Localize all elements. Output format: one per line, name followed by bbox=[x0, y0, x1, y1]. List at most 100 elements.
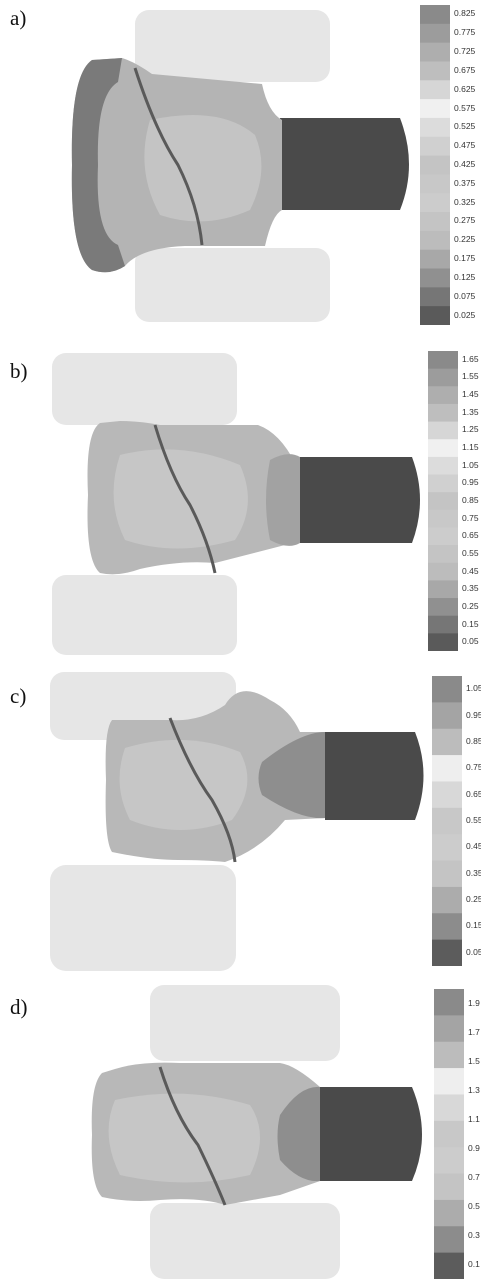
legend-swatch bbox=[432, 886, 462, 914]
legend-swatch bbox=[434, 1252, 464, 1279]
lower-die bbox=[150, 1203, 340, 1279]
panel-c-legend bbox=[432, 676, 462, 966]
legend-swatch bbox=[428, 562, 458, 582]
legend-tick-label: 0.15 bbox=[462, 618, 479, 629]
workpiece-inner-zone bbox=[144, 115, 262, 222]
legend-tick-label: 0.725 bbox=[454, 46, 476, 57]
legend-tick-label: 1.7 bbox=[468, 1026, 480, 1037]
legend-tick-label: 0.575 bbox=[454, 102, 476, 113]
legend-swatch bbox=[428, 456, 458, 476]
legend-swatch bbox=[434, 1068, 464, 1096]
legend-tick-label: 0.075 bbox=[454, 290, 476, 301]
panel-a-label: a) bbox=[10, 6, 27, 30]
panel-b-legend bbox=[428, 351, 458, 651]
legend-tick-label: 0.425 bbox=[454, 159, 476, 169]
legend-tick-label: 1.5 bbox=[468, 1055, 480, 1066]
legend-swatch bbox=[428, 527, 458, 546]
legend-swatch bbox=[432, 755, 462, 783]
legend-tick-label: 0.55 bbox=[466, 815, 481, 825]
lower-die bbox=[50, 865, 236, 971]
legend-tick-label: 0.95 bbox=[466, 709, 481, 720]
legend-tick-label: 1.45 bbox=[462, 389, 479, 400]
panel-a-legend bbox=[420, 5, 450, 325]
legend-swatch bbox=[432, 781, 462, 809]
legend-tick-label: 0.35 bbox=[462, 583, 479, 594]
legend-tick-label: 1.25 bbox=[462, 424, 479, 435]
legend-swatch bbox=[420, 174, 450, 194]
legend-tick-label: 0.85 bbox=[462, 495, 479, 505]
legend-swatch bbox=[420, 193, 450, 213]
legend-swatch bbox=[428, 386, 458, 405]
seam-line bbox=[153, 424, 217, 574]
legend-tick-label: 1.55 bbox=[462, 371, 479, 382]
legend-swatch bbox=[420, 136, 450, 157]
legend-tick-label: 0.025 bbox=[454, 309, 476, 320]
upper-die bbox=[52, 353, 237, 425]
legend-swatch bbox=[428, 439, 458, 458]
legend-tick-label: 0.3 bbox=[468, 1229, 480, 1240]
legend-swatch bbox=[432, 728, 462, 756]
legend-swatch bbox=[428, 509, 458, 529]
lower-die bbox=[135, 248, 330, 322]
legend-swatch bbox=[434, 1226, 464, 1254]
legend-tick-label: 1.3 bbox=[468, 1084, 480, 1095]
legend-swatch bbox=[420, 306, 450, 325]
legend-tick-label: 0.65 bbox=[462, 530, 479, 541]
legend-swatch bbox=[432, 939, 462, 966]
legend-swatch bbox=[428, 598, 458, 617]
legend-swatch bbox=[428, 492, 458, 511]
legend-swatch bbox=[428, 368, 458, 387]
legend-tick-label: 0.25 bbox=[462, 600, 479, 611]
legend-swatch bbox=[432, 702, 462, 730]
legend-swatch bbox=[420, 61, 450, 81]
legend-tick-label: 0.175 bbox=[454, 253, 476, 264]
legend-tick-label: 0.75 bbox=[466, 762, 481, 773]
legend-tick-label: 0.375 bbox=[454, 177, 476, 188]
legend-swatch bbox=[428, 545, 458, 564]
legend-swatch bbox=[420, 42, 450, 63]
legend-tick-label: 0.55 bbox=[462, 547, 479, 558]
legend-tick-label: 0.7 bbox=[468, 1171, 480, 1182]
legend-swatch bbox=[420, 230, 450, 251]
panel-d: d) 1.9 1.7 1.5 1.3 1.1 0.9 0.7 0.5 0.3 0.1 bbox=[0, 985, 481, 1281]
legend-swatch bbox=[428, 403, 458, 423]
legend-tick-label: 0.675 bbox=[454, 64, 476, 75]
legend-swatch bbox=[434, 1041, 464, 1069]
legend-tick-label: 0.525 bbox=[454, 121, 476, 132]
legend-tick-label: 0.225 bbox=[454, 234, 476, 245]
legend-tick-label: 0.25 bbox=[466, 894, 481, 905]
legend-tick-label: 1.9 bbox=[468, 997, 480, 1008]
panel-b-label: b) bbox=[10, 359, 28, 383]
legend-swatch bbox=[420, 99, 450, 119]
pin bbox=[325, 732, 424, 820]
legend-swatch bbox=[420, 249, 450, 270]
legend-swatch bbox=[420, 5, 450, 25]
legend-swatch bbox=[428, 615, 458, 634]
legend-swatch bbox=[420, 80, 450, 100]
legend-swatch bbox=[420, 155, 450, 176]
legend-tick-label: 1.1 bbox=[468, 1113, 480, 1124]
legend-tick-label: 0.825 bbox=[454, 8, 476, 19]
legend-tick-label: 0.1 bbox=[468, 1258, 480, 1269]
legend-swatch bbox=[434, 989, 464, 1016]
legend-tick-label: 0.05 bbox=[466, 946, 481, 957]
legend-swatch bbox=[420, 23, 450, 44]
workpiece-inner-zone bbox=[113, 449, 248, 549]
legend-swatch bbox=[428, 580, 458, 599]
legend-swatch bbox=[428, 421, 458, 440]
panel-b-simulation bbox=[52, 353, 420, 655]
seam-line bbox=[168, 717, 237, 863]
legend-tick-label: 1.35 bbox=[462, 406, 479, 417]
legend-tick-label: 0.475 bbox=[454, 140, 476, 151]
legend-swatch bbox=[432, 676, 462, 703]
panel-c-label: c) bbox=[10, 684, 27, 708]
legend-tick-label: 0.775 bbox=[454, 27, 476, 38]
panel-a: a) 0.825 0.775 0.725 0.675 0.625 0.575 0.525 0.… bbox=[0, 0, 481, 330]
legend-tick-label: 0.05 bbox=[462, 636, 479, 647]
upper-die bbox=[150, 985, 340, 1061]
legend-swatch bbox=[428, 633, 458, 651]
legend-tick-label: 0.9 bbox=[468, 1142, 480, 1153]
legend-tick-label: 0.325 bbox=[454, 196, 476, 207]
panel-d-legend bbox=[434, 989, 464, 1279]
panel-c-simulation bbox=[50, 672, 424, 971]
